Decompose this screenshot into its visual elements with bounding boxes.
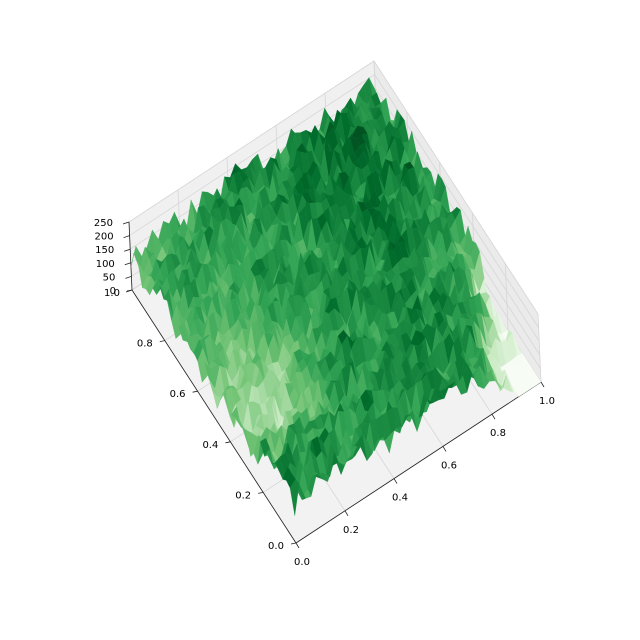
x-tick-label: 1.0 xyxy=(539,396,555,407)
z-tick-label: 0 xyxy=(110,286,116,297)
z-tick-label: 50 xyxy=(103,272,116,283)
z-tick-mark xyxy=(124,248,131,252)
x-tick-label: 0.0 xyxy=(294,557,310,568)
y-tick-mark xyxy=(192,390,198,393)
z-tick-mark xyxy=(123,235,130,238)
x-tick-label: 0.8 xyxy=(490,428,506,439)
z-tick-mark xyxy=(125,289,133,293)
y-axis-line xyxy=(131,289,297,544)
y-tick-label: 0.2 xyxy=(235,490,251,501)
x-tick-mark xyxy=(491,413,496,420)
x-axis-line xyxy=(295,381,542,544)
grid-line xyxy=(537,313,542,383)
x-tick-mark xyxy=(393,478,398,484)
grid-line xyxy=(128,60,375,223)
x-tick-mark xyxy=(344,510,349,517)
z-tick-label: 200 xyxy=(95,232,114,243)
z-tick-mark xyxy=(124,262,131,266)
grid-line xyxy=(504,263,509,332)
y-tick-label: 0.4 xyxy=(202,440,218,451)
surface-mesh xyxy=(130,77,542,516)
x-tick-label: 0.2 xyxy=(343,525,359,536)
x-tick-mark xyxy=(540,381,545,388)
x-tick-mark xyxy=(442,446,447,452)
axis-lines xyxy=(128,221,542,544)
y-tick-mark xyxy=(159,340,165,342)
y-tick-mark xyxy=(258,492,264,494)
y-tick-label: 0.8 xyxy=(137,339,153,350)
y-tick-label: 0.6 xyxy=(170,389,186,400)
z-tick-label: 250 xyxy=(94,218,113,229)
z-tick-mark xyxy=(122,221,130,225)
y-tick-label: 1.0 xyxy=(104,288,120,299)
z-tick-label: 100 xyxy=(96,259,115,270)
y-tick-mark xyxy=(225,441,231,444)
z-tick-mark xyxy=(125,276,132,279)
grid-line xyxy=(373,60,539,315)
x-tick-label: 0.4 xyxy=(392,493,408,504)
z-axis-line xyxy=(128,221,133,291)
grid-line xyxy=(129,74,375,236)
y-tick-label: 0.0 xyxy=(268,541,284,552)
surface-facet xyxy=(289,479,300,516)
z-tick-label: 150 xyxy=(95,245,114,256)
x-tick-mark xyxy=(295,542,300,549)
tick-labels: 0.00.20.40.60.81.00.00.20.40.60.81.00501… xyxy=(94,218,555,568)
x-tick-label: 0.6 xyxy=(441,460,457,471)
y-tick-mark xyxy=(290,542,297,545)
